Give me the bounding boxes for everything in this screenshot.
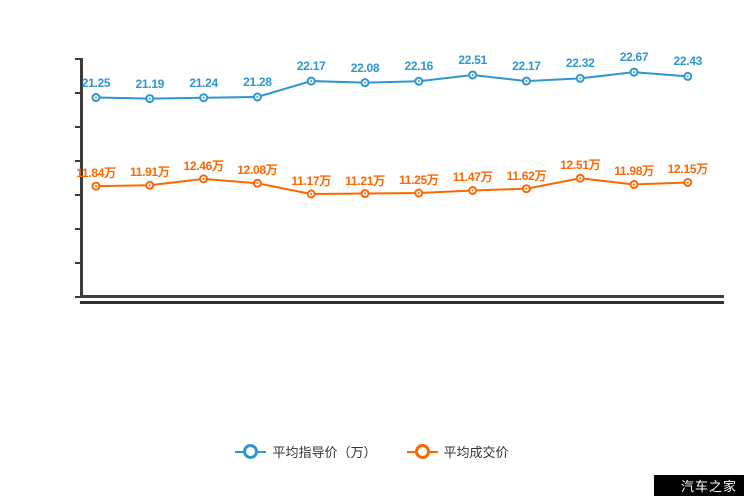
data-point-center-dot bbox=[633, 71, 635, 74]
data-label: 11.47万 bbox=[452, 170, 493, 185]
data-label: 12.51万 bbox=[560, 158, 601, 173]
y-axis-tick bbox=[75, 92, 80, 94]
x-axis-label-band bbox=[80, 301, 724, 304]
blue-line-marker-icon bbox=[235, 444, 267, 459]
data-point-center-dot bbox=[686, 181, 689, 184]
data-label: 12.46万 bbox=[183, 158, 224, 173]
y-axis-ticks bbox=[75, 58, 80, 298]
data-point-center-dot bbox=[95, 185, 97, 188]
data-point-center-dot bbox=[95, 96, 97, 99]
data-label: 22.32 bbox=[565, 56, 595, 71]
legend: 平均指导价（万） 平均成交价 bbox=[0, 442, 744, 461]
data-label: 12.15万 bbox=[667, 162, 709, 177]
data-label: 22.08 bbox=[350, 60, 380, 75]
y-axis-tick bbox=[75, 126, 80, 128]
data-label: 22.51 bbox=[458, 52, 487, 67]
data-point-center-dot bbox=[579, 177, 582, 180]
orange-series bbox=[91, 173, 693, 199]
data-label: 21.24 bbox=[189, 75, 218, 90]
data-label: 21.28 bbox=[243, 74, 272, 89]
data-point-center-dot bbox=[579, 77, 582, 80]
legend-item-deal-price[interactable]: 平均成交价 bbox=[406, 442, 509, 461]
legend-item-guide-price[interactable]: 平均指导价（万） bbox=[235, 442, 377, 461]
watermark: 汽车之家 bbox=[654, 475, 744, 496]
data-label: 12.08万 bbox=[237, 163, 278, 178]
y-axis-tick bbox=[75, 228, 80, 230]
watermark-text: 汽车之家 bbox=[680, 479, 737, 494]
data-point-center-dot bbox=[525, 187, 528, 190]
y-axis-tick bbox=[75, 160, 80, 162]
orange-line-marker-icon bbox=[406, 444, 438, 459]
data-label: 11.98万 bbox=[614, 164, 654, 179]
data-label: 11.62万 bbox=[506, 168, 547, 183]
data-label: 22.67 bbox=[619, 50, 649, 65]
y-axis-tick bbox=[75, 194, 80, 196]
data-label: 22.17 bbox=[296, 59, 326, 74]
data-label: 22.43 bbox=[673, 54, 703, 69]
data-point-center-dot bbox=[202, 177, 205, 180]
data-point-center-dot bbox=[686, 75, 689, 78]
data-point-center-dot bbox=[148, 184, 151, 187]
y-axis-tick bbox=[75, 58, 80, 60]
blue-series bbox=[91, 67, 693, 104]
data-point-center-dot bbox=[525, 80, 528, 83]
data-point-center-dot bbox=[148, 97, 151, 100]
legend-label: 平均指导价（万） bbox=[272, 445, 377, 460]
data-point-center-dot bbox=[633, 183, 635, 186]
data-point-center-dot bbox=[471, 73, 474, 76]
legend-label: 平均成交价 bbox=[443, 445, 509, 460]
series-line bbox=[95, 71, 688, 100]
series-layer bbox=[91, 67, 693, 199]
y-axis-tick bbox=[75, 296, 80, 298]
data-point-center-dot bbox=[310, 80, 313, 83]
data-point-center-dot bbox=[417, 80, 420, 83]
data-point-center-dot bbox=[202, 96, 205, 99]
y-axis-tick bbox=[75, 262, 80, 264]
data-point-center-dot bbox=[310, 193, 313, 195]
data-label: 11.21万 bbox=[345, 173, 385, 188]
data-point-center-dot bbox=[471, 189, 474, 192]
data-label: 22.17 bbox=[512, 59, 541, 74]
series-line bbox=[95, 177, 688, 196]
data-point-center-dot bbox=[256, 95, 259, 98]
data-label: 11.84万 bbox=[76, 166, 116, 181]
data-label: 11.25万 bbox=[399, 173, 439, 188]
data-label: 11.91万 bbox=[130, 165, 170, 180]
data-point-center-dot bbox=[417, 192, 420, 195]
data-label: 21.25 bbox=[81, 75, 111, 90]
y-axis bbox=[80, 58, 83, 298]
data-point-center-dot bbox=[364, 192, 366, 195]
data-point-center-dot bbox=[256, 182, 259, 185]
data-label: 11.17万 bbox=[291, 174, 331, 188]
data-label: 22.16 bbox=[404, 59, 434, 74]
data-point-center-dot bbox=[364, 81, 366, 84]
x-axis bbox=[80, 295, 724, 298]
data-label: 21.19 bbox=[135, 76, 165, 91]
